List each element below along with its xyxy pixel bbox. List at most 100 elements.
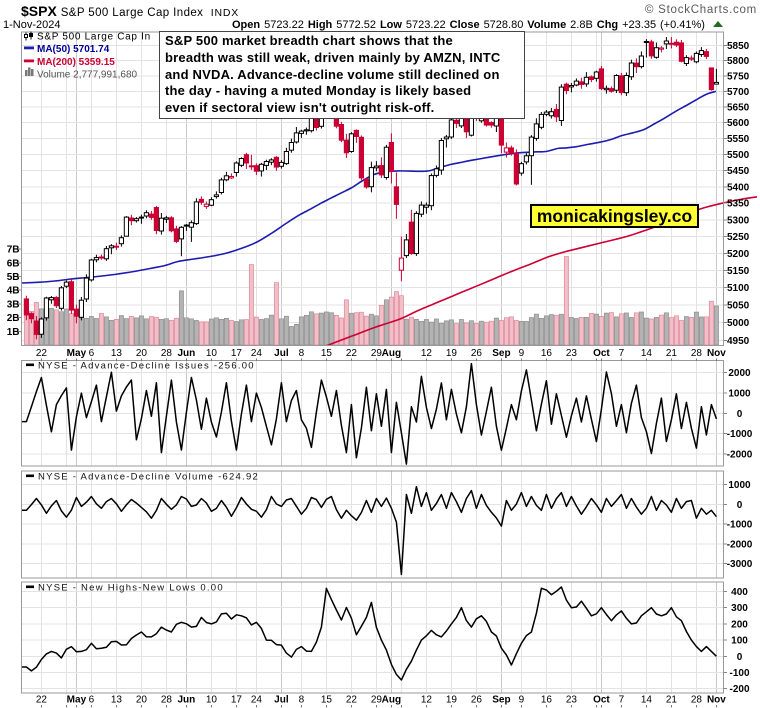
svg-text:0: 0 <box>737 500 743 511</box>
svg-text:1000: 1000 <box>728 389 751 400</box>
svg-text:2B: 2B <box>7 313 20 324</box>
svg-text:5800: 5800 <box>727 56 750 67</box>
svg-text:Sep: Sep <box>492 348 510 359</box>
svg-text:NYSE - Advance-Decline Volume: NYSE - Advance-Decline Volume -624.92 <box>38 472 259 483</box>
svg-text:17: 17 <box>231 348 243 359</box>
svg-text:5400: 5400 <box>727 182 750 193</box>
svg-text:Aug: Aug <box>382 348 401 359</box>
svg-text:Jun: Jun <box>178 695 196 706</box>
svg-text:15: 15 <box>321 348 333 359</box>
svg-text:19: 19 <box>446 348 458 359</box>
svg-text:22: 22 <box>36 348 48 359</box>
svg-text:21: 21 <box>666 348 678 359</box>
svg-text:5650: 5650 <box>727 102 750 113</box>
svg-text:13: 13 <box>111 348 123 359</box>
svg-text:7B: 7B <box>7 245 20 256</box>
svg-text:23: 23 <box>566 348 578 359</box>
svg-text:5850: 5850 <box>727 41 750 52</box>
svg-text:22: 22 <box>346 348 358 359</box>
svg-text:100: 100 <box>731 636 748 647</box>
svg-text:10: 10 <box>206 695 218 706</box>
svg-text:NYSE - Advance-Decline Issues: NYSE - Advance-Decline Issues -256.00 <box>38 361 255 372</box>
svg-text:21: 21 <box>666 695 678 706</box>
svg-text:5100: 5100 <box>727 283 750 294</box>
svg-text:Sep: Sep <box>492 695 510 706</box>
svg-text:15: 15 <box>321 695 333 706</box>
svg-text:28: 28 <box>161 695 173 706</box>
svg-text:7: 7 <box>619 695 625 706</box>
svg-text:Oct: Oct <box>593 348 610 359</box>
svg-text:5250: 5250 <box>727 232 750 243</box>
svg-text:28: 28 <box>691 695 703 706</box>
svg-text:24: 24 <box>251 695 263 706</box>
svg-text:20: 20 <box>136 348 148 359</box>
svg-text:20: 20 <box>136 695 148 706</box>
svg-text:16: 16 <box>541 348 553 359</box>
svg-text:14: 14 <box>641 348 653 359</box>
svg-text:5350: 5350 <box>727 199 750 210</box>
svg-text:12: 12 <box>421 348 433 359</box>
svg-text:May: May <box>67 348 87 359</box>
svg-text:-2000: -2000 <box>727 449 753 460</box>
svg-text:7: 7 <box>619 348 625 359</box>
svg-text:Jul: Jul <box>274 348 289 359</box>
svg-text:1B: 1B <box>7 327 20 338</box>
svg-text:2000: 2000 <box>728 368 751 379</box>
svg-text:5050: 5050 <box>727 301 750 312</box>
svg-text:MA(50) 5701.74: MA(50) 5701.74 <box>37 44 110 55</box>
svg-text:9: 9 <box>519 695 525 706</box>
svg-text:23: 23 <box>566 695 578 706</box>
svg-text:26: 26 <box>471 348 483 359</box>
svg-text:-200: -200 <box>729 684 749 695</box>
svg-text:-100: -100 <box>729 668 749 679</box>
svg-text:9: 9 <box>519 348 525 359</box>
svg-text:3B: 3B <box>7 299 20 310</box>
svg-text:-3000: -3000 <box>727 559 753 570</box>
svg-text:300: 300 <box>731 603 748 614</box>
svg-text:Aug: Aug <box>382 695 401 706</box>
svg-text:22: 22 <box>346 695 358 706</box>
svg-text:400: 400 <box>731 587 748 598</box>
svg-text:-2000: -2000 <box>727 539 753 550</box>
svg-text:1000: 1000 <box>728 480 751 491</box>
svg-text:5300: 5300 <box>727 215 750 226</box>
svg-text:5000: 5000 <box>727 318 750 329</box>
svg-text:17: 17 <box>231 695 243 706</box>
svg-text:5B: 5B <box>7 272 20 283</box>
svg-text:19: 19 <box>446 695 458 706</box>
svg-text:5150: 5150 <box>727 266 750 277</box>
svg-text:8: 8 <box>299 348 305 359</box>
svg-text:4B: 4B <box>7 286 20 297</box>
svg-text:May: May <box>67 695 87 706</box>
svg-text:Oct: Oct <box>593 695 610 706</box>
svg-text:16: 16 <box>541 695 553 706</box>
svg-text:-1000: -1000 <box>727 520 753 531</box>
svg-text:6B: 6B <box>7 258 20 269</box>
svg-text:5550: 5550 <box>727 134 750 145</box>
svg-text:NYSE - New Highs-New Lows 0.00: NYSE - New Highs-New Lows 0.00 <box>38 583 224 594</box>
svg-text:Nov: Nov <box>707 695 726 706</box>
svg-text:5200: 5200 <box>727 249 750 260</box>
svg-text:6: 6 <box>89 695 95 706</box>
svg-text:Jun: Jun <box>178 348 196 359</box>
svg-text:5500: 5500 <box>727 150 750 161</box>
svg-text:12: 12 <box>421 695 433 706</box>
svg-text:5750: 5750 <box>727 71 750 82</box>
svg-text:200: 200 <box>731 619 748 630</box>
svg-text:26: 26 <box>471 695 483 706</box>
svg-text:Volume 2,777,991,680: Volume 2,777,991,680 <box>37 70 138 81</box>
svg-text:29: 29 <box>371 695 383 706</box>
svg-text:13: 13 <box>111 695 123 706</box>
svg-text:28: 28 <box>691 348 703 359</box>
svg-text:5450: 5450 <box>727 166 750 177</box>
svg-text:14: 14 <box>641 695 653 706</box>
svg-text:5700: 5700 <box>727 87 750 98</box>
svg-text:Jul: Jul <box>274 695 289 706</box>
svg-text:24: 24 <box>251 348 263 359</box>
svg-text:5600: 5600 <box>727 118 750 129</box>
svg-text:-1000: -1000 <box>727 429 753 440</box>
svg-text:0: 0 <box>737 652 743 663</box>
svg-text:22: 22 <box>36 695 48 706</box>
svg-text:8: 8 <box>299 695 305 706</box>
svg-text:29: 29 <box>371 348 383 359</box>
